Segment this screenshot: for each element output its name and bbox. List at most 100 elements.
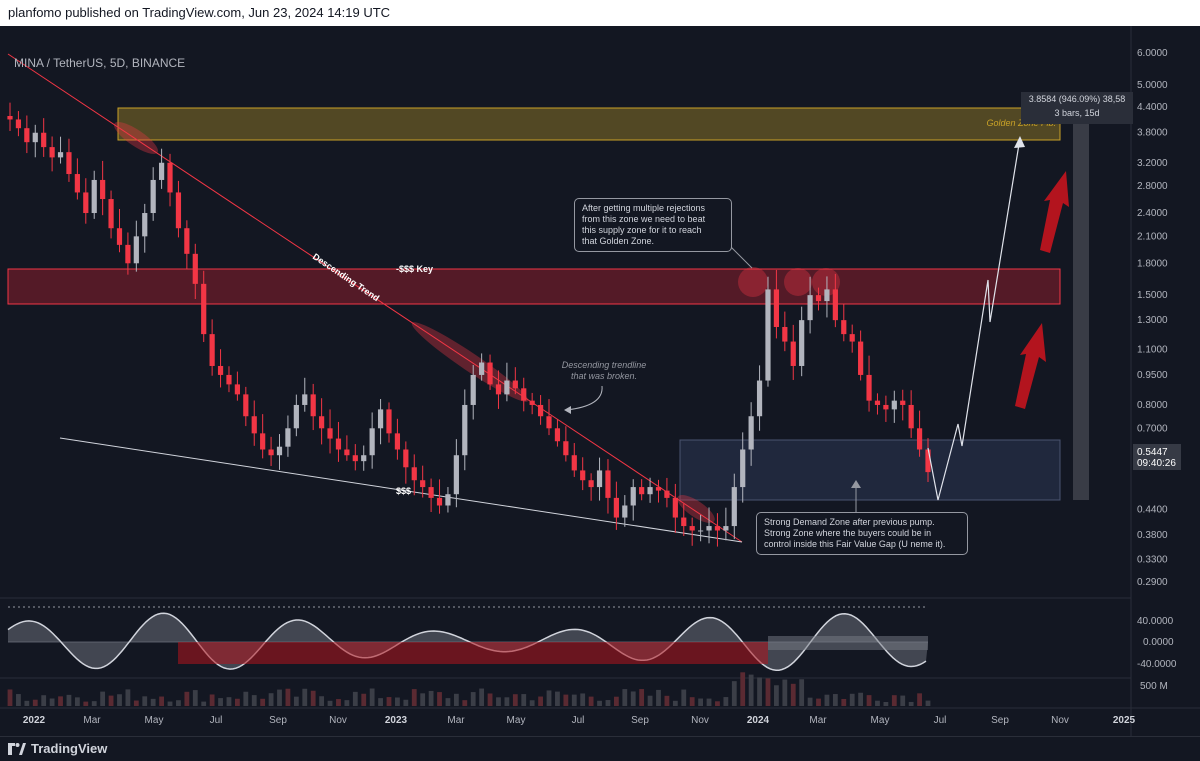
volume-bar <box>293 696 299 706</box>
volume-bar <box>774 685 779 706</box>
candle-body <box>504 380 510 395</box>
candle-body <box>234 384 240 395</box>
candle-body <box>613 497 619 518</box>
candle-body <box>891 400 897 410</box>
time-axis[interactable]: 2022 Mar May Jul Sep Nov 2023 Mar May Jul Sep Nov 20… <box>23 715 1136 726</box>
volume-bar <box>698 698 704 706</box>
price-chart[interactable]: Golden Zone Fib. -$$$ Key Descending Tre… <box>0 26 1200 736</box>
candle-body <box>925 449 931 473</box>
candle-body <box>487 362 493 385</box>
golden-zone <box>117 107 1061 141</box>
time-tick-label: Jul <box>934 715 947 726</box>
volume-bar <box>133 700 139 706</box>
volume-bar <box>639 689 645 706</box>
candle-body <box>411 467 417 481</box>
volume-bar <box>108 695 114 706</box>
touch-highlight <box>677 495 715 523</box>
price-countdown: 09:40:26 <box>1137 458 1176 469</box>
candle-body <box>900 400 906 405</box>
price-tick-label: 2.1000 <box>1137 231 1168 242</box>
price-tick-label: 0.2900 <box>1137 577 1168 588</box>
candle-body <box>319 416 325 429</box>
candle-body <box>529 400 535 405</box>
time-tick-label: May <box>871 715 890 726</box>
volume-bar <box>344 700 350 706</box>
rejection-callout: After getting multiple rejections from t… <box>574 198 732 252</box>
volume-bar <box>917 693 922 706</box>
low-label: $$$ <box>396 486 411 496</box>
volume-bar <box>571 694 577 706</box>
volume-bar <box>411 689 417 706</box>
time-tick-label: Mar <box>83 715 101 726</box>
volume-bar <box>386 697 392 706</box>
volume-bar <box>420 693 426 706</box>
candle-body <box>858 341 864 375</box>
volume-bar <box>7 689 13 706</box>
volume-bar <box>900 695 906 706</box>
oscillator-red-band <box>178 642 768 664</box>
publish-header: planfomo published on TradingView.com, J… <box>0 0 1200 26</box>
candle-body <box>175 192 182 229</box>
candle-body <box>512 380 518 389</box>
candle-body <box>849 334 855 342</box>
volume-bar <box>555 691 560 706</box>
candle-body <box>462 404 468 456</box>
volume-bar <box>748 674 754 706</box>
volume-bar <box>891 695 897 706</box>
volume-bar <box>159 696 164 706</box>
volume-bar <box>437 692 442 706</box>
candle-body <box>470 374 476 405</box>
candle-body <box>714 526 721 531</box>
time-tick-label: Jul <box>572 715 585 726</box>
price-tick-label: 2.4000 <box>1137 208 1168 219</box>
symbol-legend[interactable]: MINA / TetherUS, 5D, BINANCE <box>14 56 186 70</box>
volume-bar <box>251 695 257 706</box>
volume-bar <box>605 700 611 706</box>
price-tick-label: 1.3000 <box>1137 315 1168 326</box>
osc-tick-mid: 0.0000 <box>1143 637 1174 648</box>
tradingview-brand[interactable]: TradingView <box>8 741 107 756</box>
lower-support-line[interactable] <box>59 437 743 543</box>
volume-bar <box>462 700 468 706</box>
volume-bar <box>858 692 864 706</box>
descending-trendline[interactable] <box>7 53 743 543</box>
candle-body <box>361 455 367 462</box>
volume-bar <box>369 688 375 706</box>
candle-body <box>773 289 780 327</box>
volume-bar <box>184 691 190 706</box>
price-axis[interactable]: 6.0000 5.0000 4.4000 3.8000 3.2000 2.8000 2.40… <box>1137 48 1168 588</box>
candle-body <box>588 480 594 488</box>
candle-body <box>403 449 409 468</box>
volume-bar <box>765 678 771 706</box>
volume-bar <box>176 700 181 706</box>
price-tick-label: 0.9500 <box>1137 370 1168 381</box>
osc-tick-bottom: -40.0000 <box>1137 659 1177 670</box>
volume-bar <box>336 699 341 706</box>
volume-bar <box>361 693 367 706</box>
measure-line2: 3 bars, 15d <box>1054 108 1100 118</box>
candle-body <box>24 128 30 143</box>
time-tick-label: Sep <box>269 715 287 726</box>
candle-body <box>655 487 662 491</box>
volume-bar <box>487 693 493 706</box>
price-tick-label: 5.0000 <box>1137 80 1168 91</box>
candle-body <box>824 289 830 302</box>
candle-body <box>756 380 763 417</box>
candle-body <box>352 455 358 462</box>
volume-bar <box>538 696 543 706</box>
candle-body <box>580 470 586 481</box>
volume-bar <box>832 694 838 706</box>
demand-callout: Strong Demand Zone after previous pump. … <box>756 512 968 555</box>
time-tick-label: 2022 <box>23 715 46 726</box>
time-tick-label: May <box>507 715 526 726</box>
price-tick-label: 3.2000 <box>1137 158 1168 169</box>
candle-body <box>276 446 283 456</box>
candle-body <box>420 480 426 488</box>
volume-bar <box>479 688 485 706</box>
candle-body <box>32 132 38 143</box>
candle-body <box>815 295 822 302</box>
callout-pointer <box>851 480 861 488</box>
price-tick-label: 0.4400 <box>1137 504 1168 515</box>
chart-area[interactable]: Golden Zone Fib. -$$$ Key Descending Tre… <box>0 26 1200 736</box>
candle-body <box>723 526 729 531</box>
